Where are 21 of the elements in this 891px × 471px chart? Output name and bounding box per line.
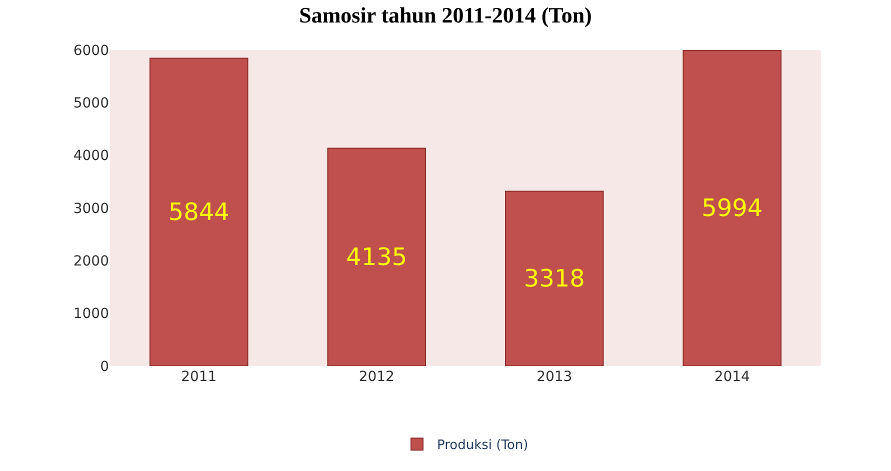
data-label: 3318 [524, 264, 585, 293]
data-label: 4135 [346, 243, 408, 272]
data-label: 5994 [702, 194, 763, 222]
y-tick-label: 6000 [73, 42, 109, 59]
x-tick-label: 2012 [358, 369, 394, 385]
x-tick-label: 2013 [536, 369, 572, 385]
bar [504, 190, 604, 366]
y-tick-label: 0 [100, 358, 109, 375]
y-tick-label: 1000 [73, 306, 109, 322]
y-tick-label: 2000 [73, 254, 109, 270]
data-label: 5844 [168, 198, 230, 226]
y-tick-label: 5000 [73, 96, 109, 112]
y-tick-label: 3000 [73, 200, 109, 217]
bar [149, 58, 248, 366]
bar [327, 148, 426, 366]
x-tick-label: 2011 [181, 369, 217, 385]
y-tick-label: 4000 [73, 148, 109, 164]
chart-title: Samosir tahun 2011-2014 (Ton) [299, 2, 592, 28]
legend-label: Produksi (Ton) [437, 438, 528, 454]
x-tick-label: 2014 [714, 369, 750, 385]
bar [682, 50, 782, 366]
